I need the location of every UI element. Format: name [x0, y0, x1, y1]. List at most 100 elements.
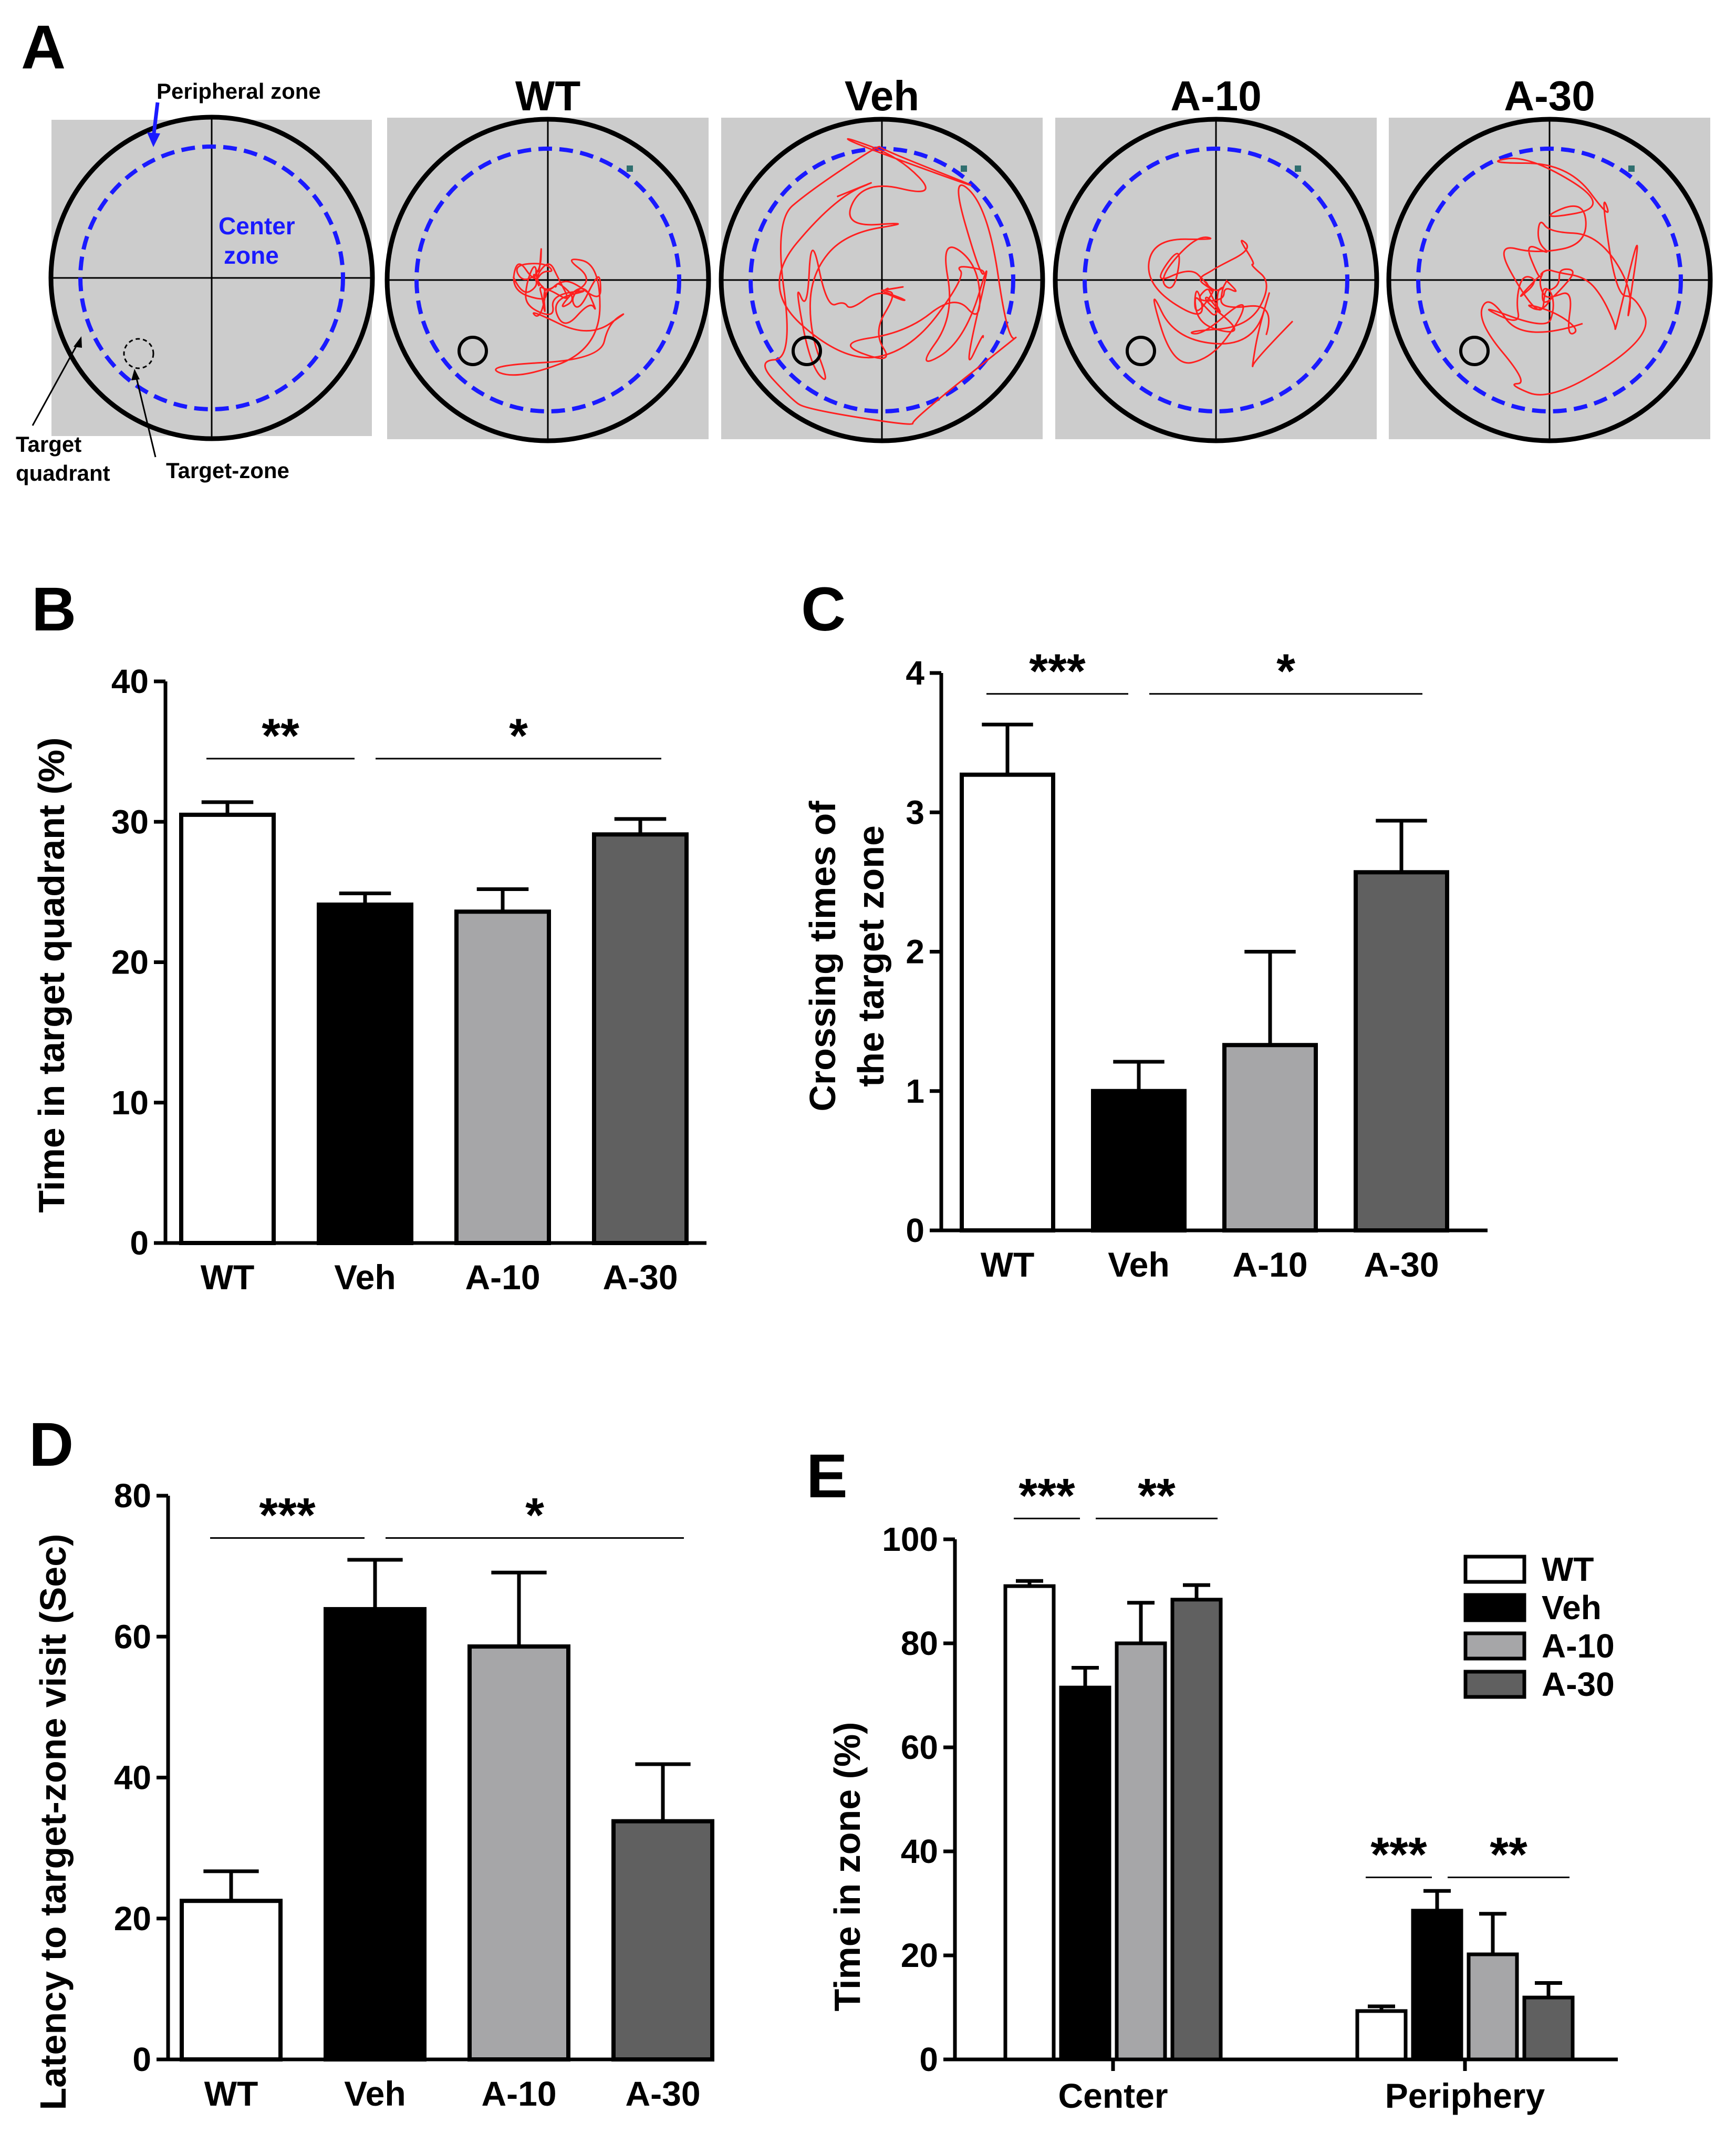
- bar-center-a-10: [1115, 1641, 1167, 2062]
- significance-label: *: [1276, 645, 1295, 698]
- panel-a: A Peripheral zone Center zone Target qua…: [16, 13, 1713, 485]
- x-tick-label-a-30: A-30: [625, 2074, 700, 2113]
- pool-title-veh: Veh: [845, 72, 919, 119]
- pool-1: WT: [384, 72, 711, 443]
- target-zone-marker: [123, 338, 154, 369]
- x-tick-label-wt: WT: [201, 1258, 255, 1297]
- bar-periphery-a-30: [1522, 1995, 1575, 2062]
- significance-label: *: [509, 709, 528, 763]
- start-marker: [961, 165, 967, 172]
- y-tick-label: 80: [114, 1477, 151, 1515]
- y-tick-label: 20: [111, 944, 149, 981]
- swim-path: [764, 138, 1017, 425]
- pool-2: Veh: [719, 72, 1045, 443]
- panel-d: D Latency to target-zone visit (Sec) 0 20…: [29, 1410, 714, 2113]
- swim-path: [1148, 236, 1294, 367]
- target-quadrant-label-2: quadrant: [16, 461, 110, 485]
- target-zone-circle: [1126, 336, 1156, 366]
- bar-veh: [317, 902, 413, 1245]
- target-zone-pointer: [134, 374, 157, 458]
- legend-label-veh: Veh: [1542, 1589, 1602, 1627]
- y-tick-label: 0: [919, 2041, 938, 2078]
- bar-center-a-30: [1170, 1598, 1223, 2062]
- target-quadrant-pointer: [32, 341, 80, 426]
- x-tick-label-veh: Veh: [1108, 1245, 1169, 1284]
- bar-wt: [180, 1899, 283, 2062]
- x-tick-label-a-10: A-10: [1232, 1245, 1307, 1284]
- pool-schematic: Peripheral zone Center zone Target quadr…: [16, 79, 375, 485]
- swim-path: [1480, 157, 1647, 396]
- significance-label: ***: [1370, 1828, 1427, 1882]
- pool-title-a-30: A-30: [1504, 72, 1595, 119]
- y-tick-label: 40: [901, 1832, 938, 1870]
- pool-center-zone: [1416, 147, 1683, 413]
- bar-veh: [324, 1607, 427, 2062]
- bar-a-30: [592, 832, 689, 1245]
- x-tick-label-wt: WT: [981, 1245, 1035, 1284]
- y-tick-label: 3: [906, 793, 924, 831]
- bar-wt: [179, 812, 276, 1245]
- y-tick-label: 100: [882, 1520, 938, 1558]
- x-tick-label-veh: Veh: [344, 2074, 406, 2113]
- legend-swatch-a-10: [1463, 1631, 1526, 1661]
- significance-label: **: [262, 709, 299, 763]
- pool-center-zone: [414, 147, 681, 413]
- y-tick-label: 0: [132, 2041, 151, 2078]
- start-marker: [627, 165, 633, 172]
- panel-b-label: B: [32, 575, 76, 644]
- panel-e-ylabel: Time in zone (%): [827, 1722, 868, 2012]
- peripheral-zone-label: Peripheral zone: [157, 79, 321, 103]
- y-tick-label: 30: [111, 803, 149, 841]
- bar-a-30: [1354, 870, 1449, 1232]
- legend-swatch-veh: [1463, 1593, 1526, 1622]
- bar-a-10: [454, 909, 551, 1246]
- panel-e: E Time in zone (%) 0 20 40 60 80 100 Center Per…: [806, 1442, 1618, 2115]
- center-zone-label-2: zone: [224, 242, 279, 269]
- panel-c-label: C: [801, 575, 846, 644]
- bar-periphery-wt: [1355, 2009, 1408, 2062]
- y-tick-label: 60: [114, 1618, 151, 1655]
- pool-center-zone: [1083, 147, 1349, 413]
- bar-periphery-a-10: [1467, 1952, 1519, 2062]
- y-tick-label: 2: [906, 933, 924, 971]
- panel-b-ylabel: Time in target quadrant (%): [31, 738, 72, 1213]
- y-tick-label: 20: [901, 1936, 938, 1974]
- panel-b: B Time in target quadrant (%) 0 10 20 30 40 W…: [31, 575, 706, 1297]
- panel-c: C Crossing times of the target zone 0 1 2 3…: [801, 575, 1488, 1284]
- pool-tracks: WT Veh A-10 A-30: [384, 72, 1713, 443]
- pool-3: A-10: [1053, 72, 1379, 443]
- y-tick-label: 1: [906, 1072, 924, 1110]
- y-tick-label: 80: [901, 1624, 938, 1662]
- x-tick-label-veh: Veh: [334, 1258, 396, 1297]
- pool-4: A-30: [1386, 72, 1713, 443]
- x-tick-label-wt: WT: [204, 2074, 258, 2113]
- bar-a-10: [1222, 1043, 1318, 1233]
- y-tick-label: 4: [906, 654, 924, 692]
- center-zone-label-1: Center: [219, 212, 295, 240]
- peripheral-zone-arrowhead: [147, 132, 160, 147]
- panel-d-ylabel: Latency to target-zone visit (Sec): [33, 1534, 74, 2110]
- start-marker: [1295, 165, 1301, 172]
- target-quadrant-label-1: Target: [16, 432, 81, 457]
- y-tick-label: 20: [114, 1900, 151, 1938]
- legend-label-a-10: A-10: [1542, 1627, 1615, 1665]
- x-tick-label-a-10: A-10: [481, 2074, 556, 2113]
- panel-c-ylabel-2: the target zone: [850, 825, 891, 1087]
- target-zone-label: Target-zone: [166, 458, 289, 483]
- start-marker: [1628, 165, 1635, 172]
- panel-e-label: E: [806, 1442, 848, 1511]
- legend-swatch-wt: [1463, 1555, 1526, 1584]
- significance-label: ***: [259, 1488, 316, 1542]
- y-tick-label: 10: [111, 1084, 149, 1122]
- swim-path: [495, 248, 625, 376]
- bar-periphery-veh: [1411, 1909, 1463, 2062]
- bar-veh: [1091, 1089, 1187, 1232]
- x-tick-label-periphery: Periphery: [1385, 2076, 1545, 2115]
- center-zone-boundary: [78, 144, 345, 411]
- legend-label-a-30: A-30: [1542, 1665, 1615, 1703]
